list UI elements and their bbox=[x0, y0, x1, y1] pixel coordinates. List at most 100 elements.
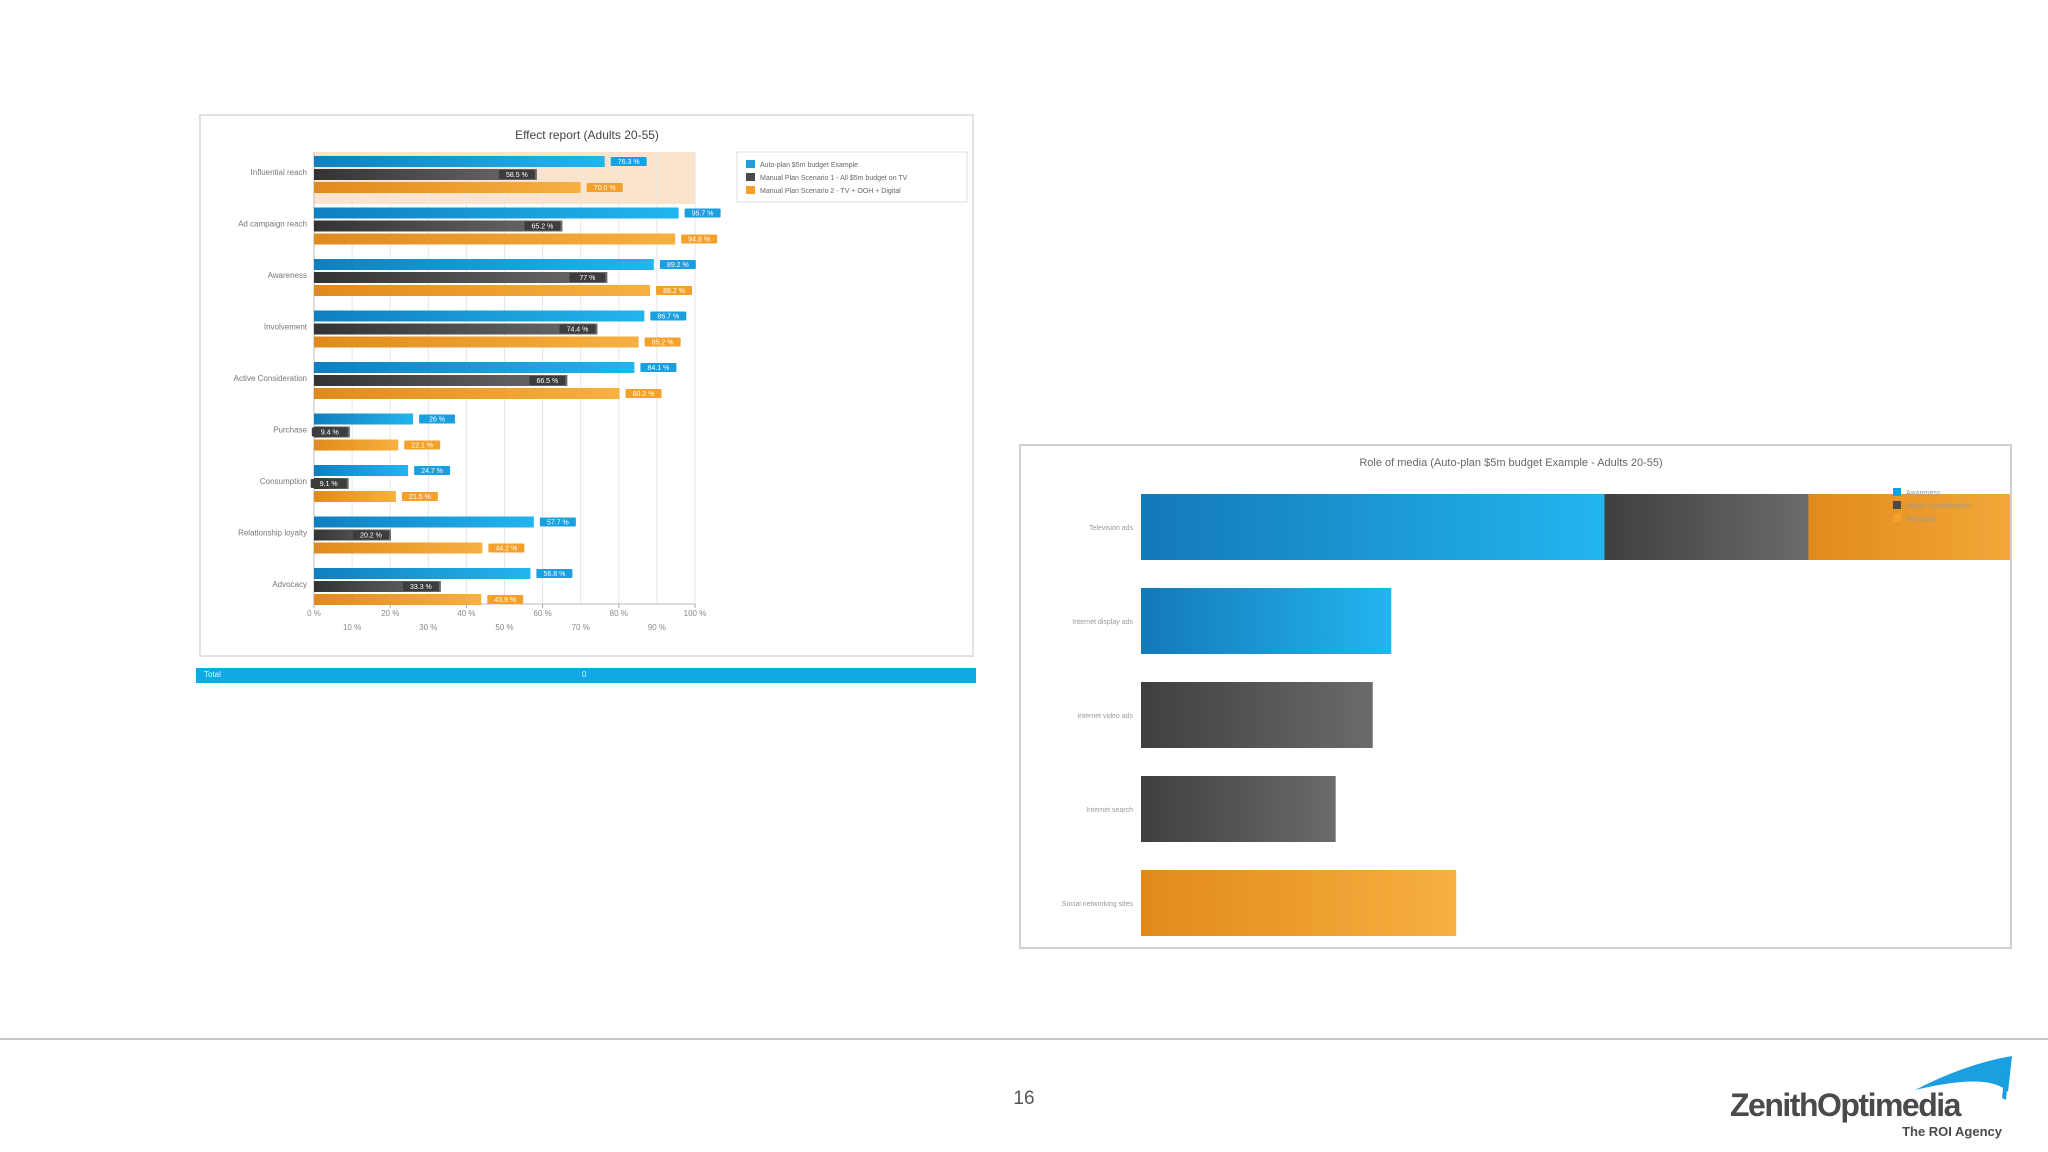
data-label-bg bbox=[569, 273, 606, 282]
bar bbox=[314, 375, 568, 386]
data-label-bg bbox=[402, 582, 439, 591]
x-tick-label: 40 % bbox=[457, 609, 475, 618]
data-label: 66.5 % bbox=[536, 378, 558, 385]
legend-label: Manual Plan Scenario 2 - TV + OOH + Digi… bbox=[760, 188, 901, 195]
data-label: 9.1 % bbox=[320, 481, 338, 488]
data-label-bg bbox=[625, 389, 662, 398]
bar bbox=[314, 516, 534, 528]
bar bbox=[314, 182, 581, 193]
logo-tagline: The ROI Agency bbox=[1902, 1124, 2003, 1139]
data-label-bg bbox=[404, 440, 441, 450]
category-label: Purchase bbox=[273, 426, 307, 435]
bar bbox=[1604, 494, 1809, 560]
legend-label: Active Consideration bbox=[1906, 503, 1970, 510]
bar bbox=[314, 581, 441, 592]
bar bbox=[314, 529, 391, 541]
bar bbox=[314, 259, 654, 270]
bar bbox=[1141, 682, 1373, 748]
legend-label: Advocacy bbox=[1906, 516, 1937, 523]
data-label: 56.8 % bbox=[544, 571, 566, 578]
data-label-bg bbox=[419, 414, 456, 424]
effect-report-chart: Effect report (Adults 20-55) Influential … bbox=[234, 128, 968, 632]
category-label: Internet video ads bbox=[1077, 713, 1133, 720]
effect-report-footer-bar: Total 0 bbox=[196, 668, 976, 683]
bar bbox=[314, 323, 598, 335]
x-tick-label: 100 % bbox=[684, 609, 707, 618]
category-label: Awareness bbox=[268, 271, 307, 280]
effect-report-panel: Effect report (Adults 20-55) Influential … bbox=[199, 114, 974, 657]
bar bbox=[1141, 494, 1605, 560]
data-label-bg bbox=[310, 479, 347, 488]
legend: Awareness Active Consideration Advocacy bbox=[1893, 488, 1970, 523]
data-label-bg bbox=[640, 363, 677, 372]
legend: Auto-plan $5m budget Example Manual Plan … bbox=[736, 151, 968, 203]
logo-swoosh-icon bbox=[1915, 1056, 2012, 1092]
data-label: 95.7 % bbox=[692, 211, 714, 218]
data-label-bg bbox=[487, 595, 524, 604]
category-label: Advocacy bbox=[272, 580, 307, 589]
category-label: Involvement bbox=[264, 323, 308, 332]
category-label: Consumption bbox=[260, 477, 307, 486]
data-label: 24.7 % bbox=[421, 468, 443, 475]
bar bbox=[314, 220, 563, 232]
legend-label: Auto-plan $5m budget Example bbox=[760, 162, 858, 169]
data-label: 76.3 % bbox=[618, 159, 640, 166]
bar bbox=[314, 156, 605, 167]
data-label-bg bbox=[659, 260, 696, 269]
data-label-bg bbox=[586, 183, 623, 192]
data-label: 85.2 % bbox=[652, 340, 674, 347]
bar bbox=[314, 388, 620, 399]
data-label: 26 % bbox=[429, 417, 445, 424]
chart-title: Effect report (Adults 20-55) bbox=[515, 128, 659, 142]
data-label: 88.2 % bbox=[663, 288, 685, 295]
bar bbox=[314, 310, 645, 322]
data-label-bg bbox=[352, 530, 389, 540]
category-label: Relationship loyalty bbox=[238, 529, 307, 538]
x-tick-label: 60 % bbox=[533, 609, 551, 618]
data-label-bg bbox=[414, 466, 451, 475]
legend-swatch bbox=[746, 160, 755, 168]
category-label: Social networking sites bbox=[1062, 901, 1134, 908]
x-tick-label: 0 % bbox=[307, 609, 321, 618]
data-label: 70.0 % bbox=[594, 185, 616, 192]
page-number: 16 bbox=[1013, 1088, 1035, 1109]
x-tick-label: 10 % bbox=[343, 623, 361, 632]
bar bbox=[314, 285, 651, 296]
chart-title: Role of media (Auto-plan $5m budget Exam… bbox=[1359, 457, 1662, 469]
footer-bar-mid-label: 0 bbox=[582, 670, 587, 679]
bar bbox=[1141, 776, 1336, 842]
bar bbox=[314, 439, 399, 451]
category-label: Television ads bbox=[1089, 525, 1133, 532]
category-label: Internet search bbox=[1086, 807, 1133, 814]
x-tick-label: 50 % bbox=[495, 623, 513, 632]
zenith-optimedia-logo: ZenithOptimedia The ROI Agency bbox=[1730, 1056, 2012, 1139]
data-label: 57.7 % bbox=[547, 520, 569, 527]
data-label: 65.2 % bbox=[532, 224, 554, 231]
data-label-bg bbox=[650, 311, 687, 321]
data-label: 89.2 % bbox=[667, 262, 689, 269]
role-of-media-panel: Role of media (Auto-plan $5m budget Exam… bbox=[1019, 444, 2048, 949]
data-label-bg bbox=[311, 427, 348, 437]
legend-swatch bbox=[1893, 514, 1901, 522]
data-label: 80.2 % bbox=[633, 391, 655, 398]
legend-box bbox=[736, 151, 968, 203]
data-label: 22.1 % bbox=[411, 443, 433, 450]
footer-divider bbox=[0, 1038, 2048, 1040]
footer-bar-left-label: Total bbox=[204, 670, 221, 679]
data-label-bg bbox=[401, 492, 438, 501]
data-label-bg bbox=[536, 569, 573, 578]
bar bbox=[314, 169, 537, 180]
bar bbox=[1141, 588, 1392, 654]
x-tick-label: 30 % bbox=[419, 623, 437, 632]
bar bbox=[314, 413, 414, 425]
legend-swatch bbox=[1893, 501, 1901, 509]
legend-swatch bbox=[746, 173, 755, 181]
data-label-bg bbox=[559, 324, 596, 334]
x-tick-label: 80 % bbox=[610, 609, 628, 618]
x-tick-label: 20 % bbox=[381, 609, 399, 618]
data-label-bg bbox=[529, 376, 566, 385]
data-label: 43.9 % bbox=[494, 597, 516, 604]
logo-wordmark: ZenithOptimedia bbox=[1730, 1087, 1962, 1123]
category-label: Internet display ads bbox=[1072, 619, 1133, 626]
data-label-bg bbox=[524, 221, 561, 231]
